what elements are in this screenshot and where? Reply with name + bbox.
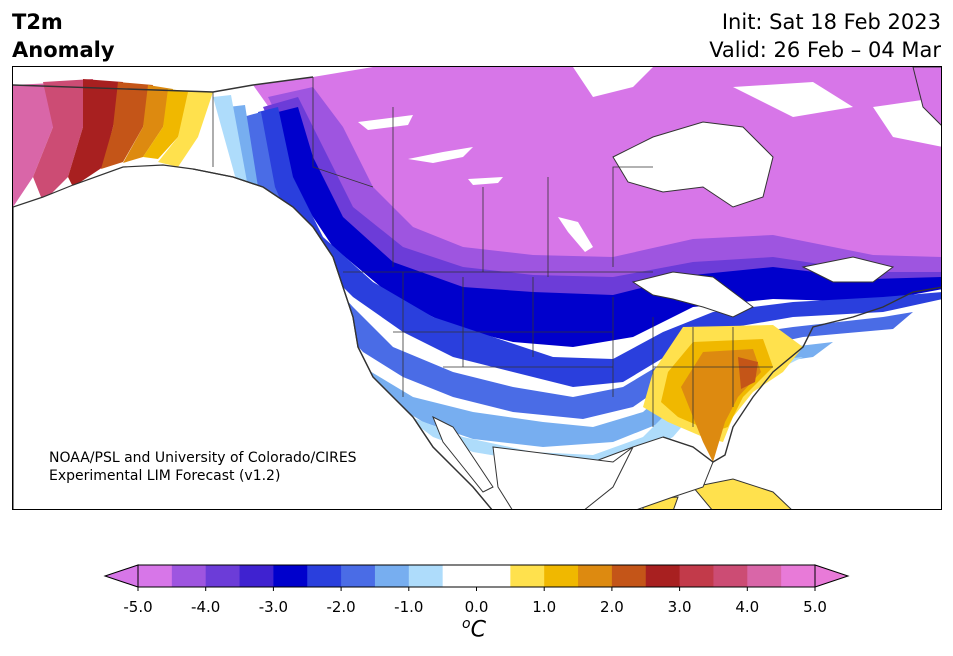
cold-core-deep-blue	[278, 107, 941, 347]
credit-text: NOAA/PSL and University of Colorado/CIRE…	[49, 449, 357, 485]
colorbar-tick-label: -3.0	[259, 598, 288, 616]
title-line-anomaly: Anomaly	[12, 38, 115, 62]
units-degree: o	[462, 616, 471, 632]
cuba-warm	[692, 478, 792, 509]
cold-band-royal	[258, 107, 941, 387]
colorbar-tick-label: 2.0	[600, 598, 624, 616]
alaska-warm-red	[68, 79, 123, 187]
colorbar-segment	[476, 565, 511, 587]
colorbar-tick-label: -2.0	[326, 598, 355, 616]
colorbar-segment	[645, 565, 681, 587]
colorbar-segment	[273, 565, 308, 587]
baja-california	[432, 415, 494, 493]
colorbar-extend-high	[814, 564, 850, 588]
colorbar-units: oC	[462, 616, 486, 642]
arctic-water	[573, 67, 941, 147]
great-slave-lake	[358, 115, 413, 130]
colorbar-tick-label: 4.0	[735, 598, 759, 616]
anomaly-map	[12, 66, 942, 510]
colorbar-tick-label: -1.0	[394, 598, 423, 616]
title-dates: Init: Sat 18 Feb 2023 Valid: 26 Feb – 04…	[709, 8, 941, 64]
colorbar-segment	[611, 565, 647, 587]
alaska-warm-gold	[143, 89, 193, 159]
lake-athabasca	[468, 177, 503, 185]
alaska-warm-rose	[33, 79, 93, 202]
colorbar-tick-label: 3.0	[668, 598, 692, 616]
great-lakes	[631, 271, 754, 318]
colorbar-extend-low	[103, 564, 139, 588]
alaska-warm-yellow	[158, 92, 213, 167]
colorbar-tick-label: 0.0	[465, 598, 489, 616]
credit-line1: NOAA/PSL and University of Colorado/CIRE…	[49, 450, 357, 466]
greenland-edge	[912, 67, 941, 126]
continent-outline	[13, 76, 941, 509]
colorbar-segment	[171, 565, 207, 587]
title-variable: T2m Anomaly	[12, 8, 115, 64]
colorbar-segment	[747, 565, 782, 587]
hudson-bay	[612, 121, 774, 208]
colorbar-segment	[138, 565, 173, 587]
se-warm-red	[738, 357, 758, 389]
credit-line2: Experimental LIM Forecast (v1.2)	[49, 468, 281, 484]
colorbar-segment	[544, 565, 579, 587]
gulf-st-lawrence	[801, 256, 895, 283]
colorbar-segment	[239, 565, 274, 587]
colorbar-tick-label: -4.0	[191, 598, 220, 616]
colorbar-tick-label: 5.0	[803, 598, 827, 616]
colorbar-segment	[442, 565, 477, 587]
colorbar-segment	[341, 565, 376, 587]
colorbar-segment	[374, 565, 410, 587]
cold-band-violet	[263, 97, 941, 322]
colorbar-segment	[679, 565, 714, 587]
colorbar-segment	[713, 565, 748, 587]
great-bear-lake	[408, 147, 473, 163]
init-date: Init: Sat 18 Feb 2023	[721, 10, 941, 34]
mexico-land	[492, 446, 634, 509]
valid-range: Valid: 26 Feb – 04 Mar	[709, 38, 941, 62]
colorbar-tick-label: -5.0	[123, 598, 152, 616]
map-svg	[13, 67, 941, 509]
colorbar-segment	[781, 565, 816, 587]
colorbar-segment	[578, 565, 613, 587]
colorbar-segment	[307, 565, 342, 587]
units-celsius: C	[470, 617, 486, 643]
colorbar-segment	[510, 565, 545, 587]
admin-borders	[212, 77, 773, 427]
colorbar-tick-label: 1.0	[532, 598, 556, 616]
colorbar-segment	[205, 565, 241, 587]
alaska-warm-amber	[123, 85, 173, 163]
cold-band-purple	[268, 87, 941, 299]
lake-winnipeg	[558, 217, 593, 252]
colorbar-segment	[408, 565, 444, 587]
alaska-warm-orange	[101, 82, 153, 169]
title-line-t2m: T2m	[12, 10, 63, 34]
canada-strong-cold	[253, 67, 941, 279]
